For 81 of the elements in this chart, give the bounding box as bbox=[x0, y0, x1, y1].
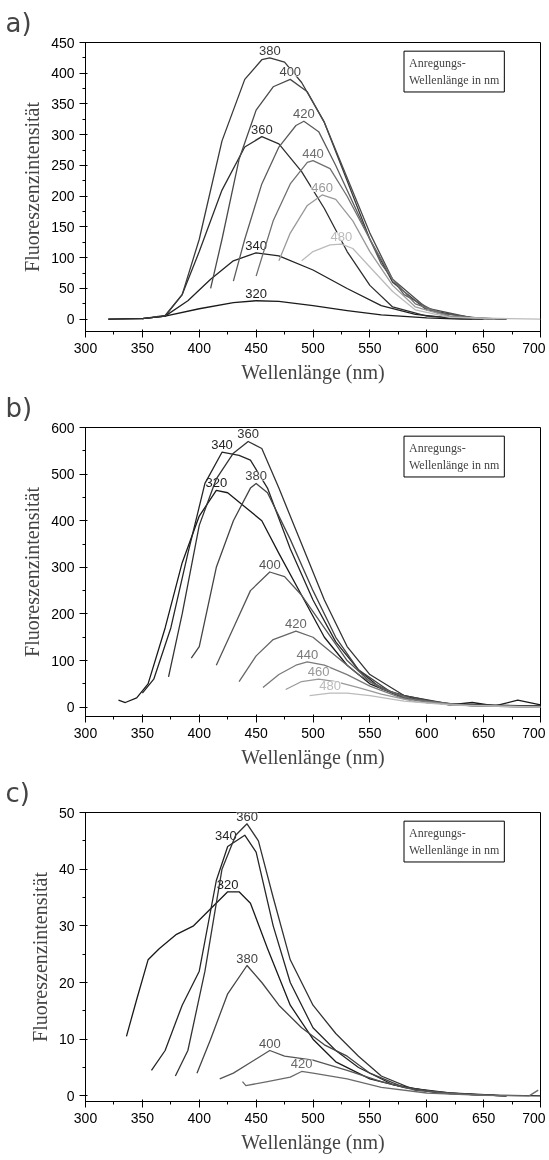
series-label: 440 bbox=[296, 646, 319, 662]
x-tick-label: 500 bbox=[301, 339, 325, 356]
y-tick-label: 50 bbox=[58, 804, 75, 821]
y-tick-label: 0 bbox=[66, 1087, 75, 1104]
x-tick-label: 600 bbox=[415, 339, 439, 356]
x-tick-label: 550 bbox=[358, 1109, 382, 1126]
y-axis-title: Fluoreszenzintensität bbox=[28, 871, 51, 1042]
x-tick-label: 450 bbox=[244, 724, 269, 741]
y-tick-label: 0 bbox=[66, 699, 75, 716]
series-label: 400 bbox=[279, 64, 302, 80]
chart-title: a) bbox=[5, 7, 32, 38]
y-tick-label: 40 bbox=[58, 861, 75, 878]
annotation: Anregungs- Wellenlänge in nm bbox=[409, 56, 501, 87]
x-tick-label: 700 bbox=[522, 339, 546, 356]
y-tick-label: 400 bbox=[51, 65, 75, 82]
series-label: 420 bbox=[293, 106, 315, 122]
series-label: 360 bbox=[237, 426, 260, 442]
x-tick-label: 400 bbox=[187, 724, 212, 741]
series-label: 360 bbox=[250, 121, 273, 137]
series-label: 360 bbox=[236, 808, 258, 824]
x-tick-label: 400 bbox=[187, 1109, 212, 1126]
series-label: 480 bbox=[330, 229, 353, 245]
x-tick-label: 450 bbox=[244, 339, 269, 356]
x-tick-label: 700 bbox=[522, 1109, 546, 1126]
y-tick-label: 250 bbox=[51, 157, 75, 174]
x-axis-title: Wellenlänge (nm) bbox=[241, 1130, 385, 1154]
y-tick-label: 450 bbox=[51, 34, 75, 51]
series-label: 340 bbox=[215, 827, 237, 843]
series-label: 440 bbox=[302, 145, 324, 161]
x-tick-label: 350 bbox=[130, 339, 155, 356]
x-axis-title: Wellenlänge (nm) bbox=[241, 745, 385, 769]
x-tick-label: 550 bbox=[358, 339, 382, 356]
y-tick-label: 0 bbox=[66, 311, 75, 328]
series-label: 420 bbox=[290, 1056, 313, 1072]
series-label: 400 bbox=[258, 557, 281, 572]
series-label: 320 bbox=[245, 285, 267, 301]
series-label: 480 bbox=[319, 678, 341, 694]
series-label: 460 bbox=[307, 664, 330, 680]
annotation: Anregungs- Wellenlänge in nm bbox=[409, 826, 501, 857]
x-tick-label: 650 bbox=[471, 1109, 496, 1126]
y-tick-label: 500 bbox=[51, 466, 75, 483]
chart-title: c) bbox=[5, 777, 30, 808]
x-tick-label: 350 bbox=[130, 724, 155, 741]
series-label: 380 bbox=[258, 42, 281, 58]
y-tick-label: 150 bbox=[51, 218, 75, 235]
annotation: Anregungs- Wellenlänge in nm bbox=[409, 441, 501, 472]
y-tick-label: 200 bbox=[51, 188, 75, 205]
chart-title: b) bbox=[5, 392, 33, 423]
series-label: 340 bbox=[211, 437, 233, 453]
y-axis-title: Fluoreszenzintensität bbox=[21, 486, 44, 657]
y-tick-label: 400 bbox=[51, 512, 75, 529]
x-tick-label: 600 bbox=[415, 1109, 439, 1126]
x-tick-label: 500 bbox=[301, 1109, 325, 1126]
y-tick-label: 350 bbox=[51, 95, 75, 112]
y-tick-label: 30 bbox=[58, 917, 75, 934]
y-tick-label: 20 bbox=[58, 974, 75, 991]
series-label: 380 bbox=[236, 950, 258, 966]
x-tick-label: 350 bbox=[130, 1109, 155, 1126]
x-tick-label: 500 bbox=[301, 724, 325, 741]
series-label: 380 bbox=[245, 468, 267, 484]
y-tick-label: 10 bbox=[58, 1031, 75, 1048]
x-tick-label: 600 bbox=[415, 724, 439, 741]
y-axis-title: Fluoreszenzintensität bbox=[21, 101, 44, 272]
x-tick-label: 650 bbox=[471, 339, 496, 356]
y-tick-label: 200 bbox=[51, 605, 75, 622]
x-tick-label: 700 bbox=[522, 724, 546, 741]
x-tick-label: 400 bbox=[187, 339, 212, 356]
series-label: 400 bbox=[258, 1035, 281, 1051]
series-label: 460 bbox=[311, 179, 333, 195]
x-tick-label: 650 bbox=[471, 724, 496, 741]
y-tick-label: 600 bbox=[51, 419, 75, 436]
x-axis-title: Wellenlänge (nm) bbox=[241, 360, 385, 384]
x-tick-label: 450 bbox=[244, 1109, 269, 1126]
y-tick-label: 100 bbox=[51, 249, 75, 266]
series-label: 340 bbox=[245, 237, 267, 253]
series-label: 420 bbox=[285, 616, 307, 632]
x-tick-label: 550 bbox=[358, 724, 382, 741]
y-tick-label: 300 bbox=[51, 126, 75, 143]
y-tick-label: 100 bbox=[51, 652, 75, 669]
y-tick-label: 50 bbox=[58, 280, 75, 297]
y-tick-label: 300 bbox=[51, 559, 75, 576]
